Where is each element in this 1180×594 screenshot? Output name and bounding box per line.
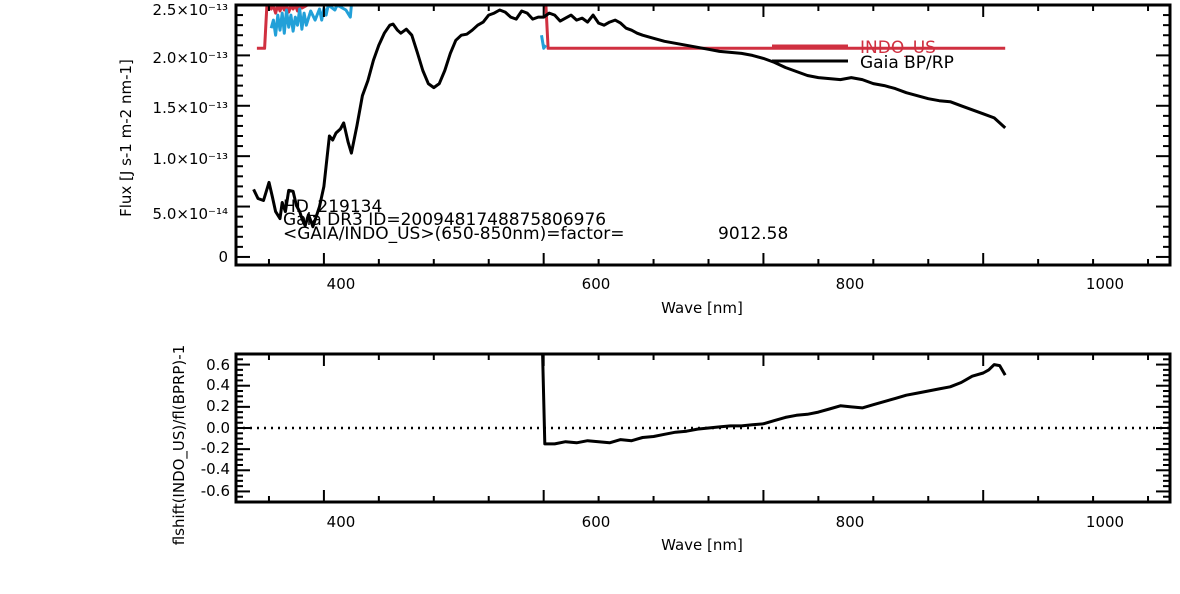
legend-label-gaia: Gaia BP/RP bbox=[860, 53, 954, 73]
y-tick-label: 1.0×10⁻¹³ bbox=[153, 150, 228, 168]
y-tick-label: 0.2 bbox=[206, 397, 230, 415]
legend: INDO_US Gaia BP/RP bbox=[772, 38, 954, 73]
x-tick-label: 800 bbox=[836, 275, 865, 293]
flux-series-indo-us-raw-2-line bbox=[540, 34, 548, 50]
y-tick-label: 2.5×10⁻¹³ bbox=[153, 1, 228, 19]
flux-y-axis-label: Flux [J s-1 m-2 nm-1] bbox=[117, 59, 135, 217]
ratio-x-tick-labels: 400 600 800 1000 bbox=[327, 513, 1124, 531]
x-tick-label: 600 bbox=[582, 513, 611, 531]
annotation-star-name: HD_219134 bbox=[283, 197, 382, 217]
x-tick-label: 400 bbox=[327, 275, 356, 293]
ratio-panel: 400 600 800 1000 0.6 0.4 0.2 0.0 -0.2 -0… bbox=[170, 345, 1172, 554]
y-tick-label: -0.6 bbox=[201, 482, 230, 500]
y-tick-label: 0.0 bbox=[206, 419, 230, 437]
flux-x-tick-labels: 400 600 800 1000 bbox=[327, 275, 1124, 293]
y-tick-label: 1.5×10⁻¹³ bbox=[153, 99, 228, 117]
y-tick-label: 0.4 bbox=[206, 376, 230, 394]
ratio-axis-ticks bbox=[236, 354, 1170, 502]
flux-series-gaia-bprp-line bbox=[252, 8, 1007, 229]
ratio-series-layer bbox=[236, 353, 1170, 446]
flux-panel: 400 600 800 1000 0 5.0×10⁻¹⁴ 1.0×10⁻¹³ 1… bbox=[117, 1, 1172, 317]
legend-label-indo-us: INDO_US bbox=[860, 38, 936, 58]
ratio-series-gaia-bprp-line bbox=[541, 353, 1007, 446]
ratio-y-axis-label: flshift(INDO_US)/fl(BPRP)-1 bbox=[170, 345, 189, 546]
y-tick-label: 5.0×10⁻¹⁴ bbox=[153, 205, 228, 223]
x-tick-label: 400 bbox=[327, 513, 356, 531]
flux-series-indo-us-line bbox=[256, 3, 1006, 50]
x-tick-label: 1000 bbox=[1086, 275, 1124, 293]
ratio-x-axis-label: Wave [nm] bbox=[661, 536, 743, 554]
annotation-factor-value: 9012.58 bbox=[718, 224, 788, 244]
y-tick-label: 2.0×10⁻¹³ bbox=[153, 49, 228, 67]
flux-series-layer bbox=[252, 3, 1007, 229]
flux-x-axis-label: Wave [nm] bbox=[661, 299, 743, 317]
y-tick-label: -0.2 bbox=[201, 439, 230, 457]
y-tick-label: 0 bbox=[218, 248, 228, 266]
flux-plot-frame bbox=[234, 3, 1172, 267]
y-tick-label: -0.4 bbox=[201, 460, 230, 478]
x-tick-label: 1000 bbox=[1086, 513, 1124, 531]
y-tick-label: 0.6 bbox=[206, 356, 230, 374]
flux-axis-ticks bbox=[236, 4, 1170, 265]
annotation-factor-label: <GAIA/INDO_US>(650-850nm)=factor= bbox=[283, 224, 625, 244]
annotation-gaia-id: Gaia DR3 ID=2009481748875806976 bbox=[283, 210, 606, 230]
x-tick-label: 800 bbox=[836, 513, 865, 531]
flux-y-tick-labels: 0 5.0×10⁻¹⁴ 1.0×10⁻¹³ 1.5×10⁻¹³ 2.0×10⁻¹… bbox=[153, 1, 228, 266]
ratio-y-tick-labels: 0.6 0.4 0.2 0.0 -0.2 -0.4 -0.6 bbox=[201, 356, 230, 500]
x-tick-label: 600 bbox=[582, 275, 611, 293]
flux-series-indo-us-raw-1-line bbox=[269, 3, 353, 37]
annotations: HD_219134 Gaia DR3 ID=200948174887580697… bbox=[283, 197, 788, 244]
